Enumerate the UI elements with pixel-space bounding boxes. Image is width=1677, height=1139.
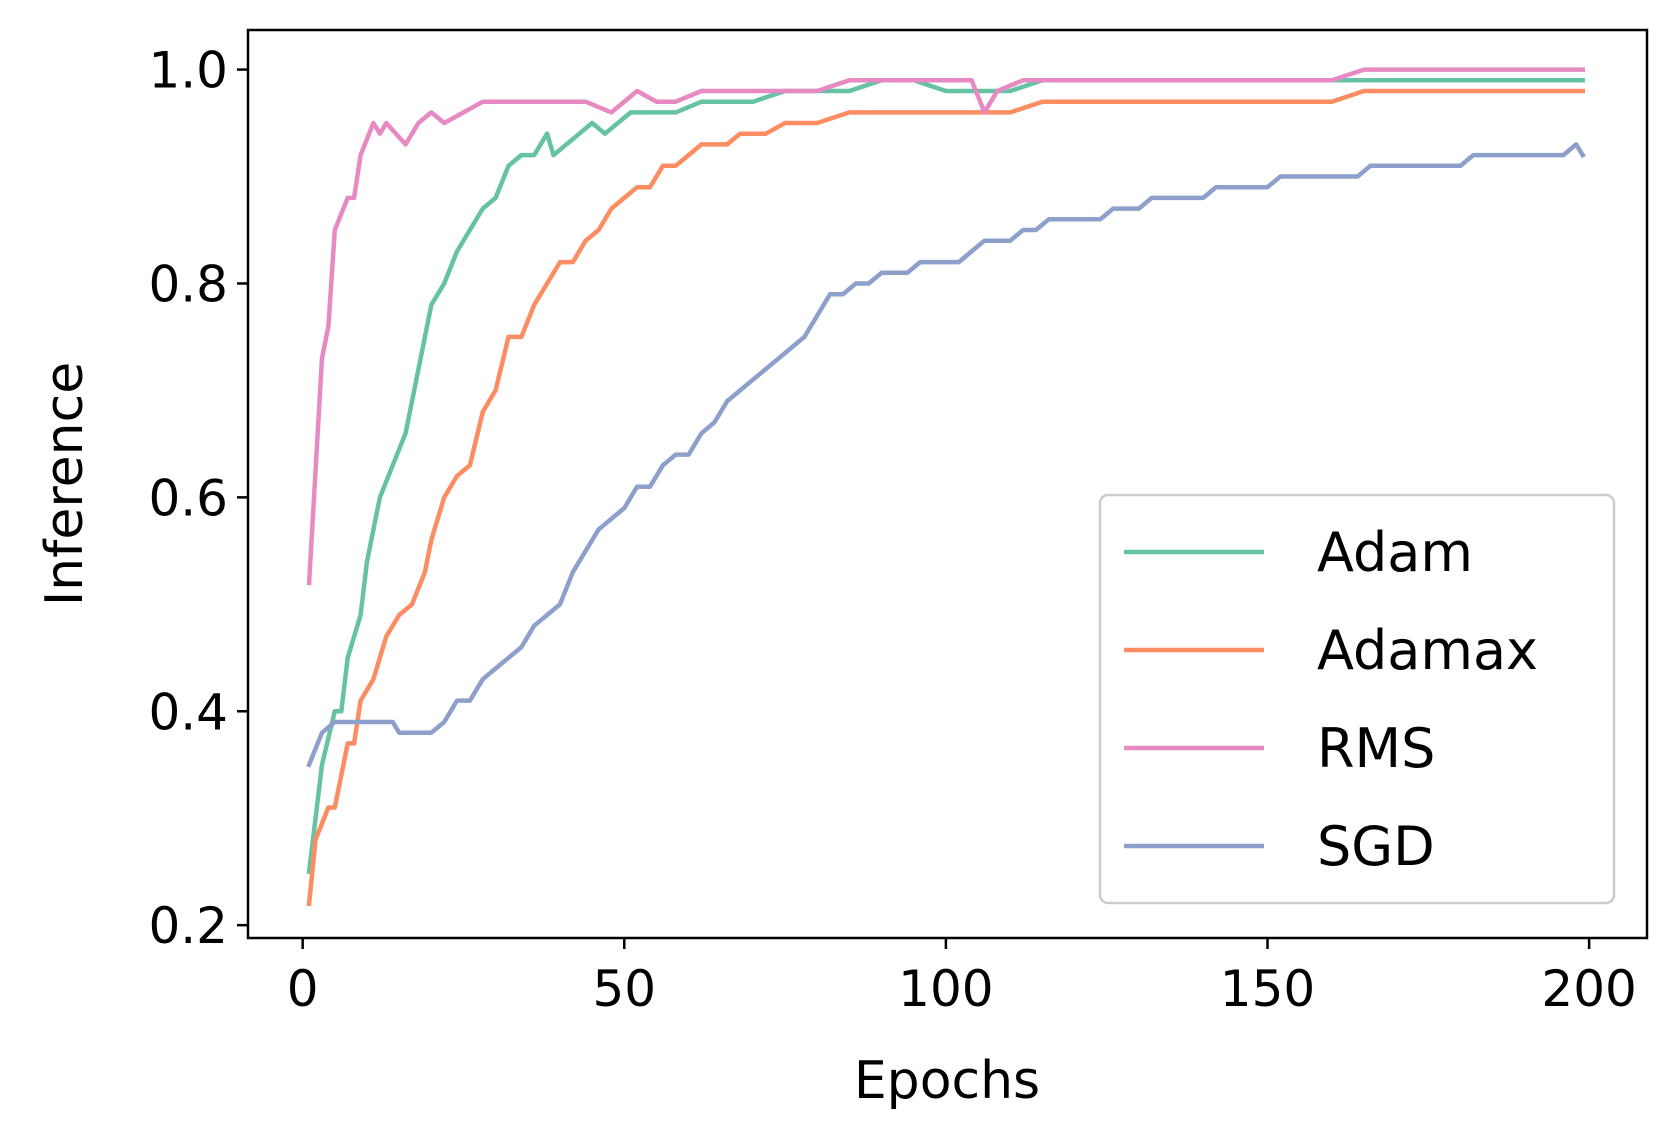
x-tick-label: 0	[287, 960, 319, 1018]
legend-entries: Adam Adamax RMS SGD	[1124, 521, 1538, 878]
y-tick-label: 1.0	[148, 42, 228, 100]
y-tick-label: 0.2	[148, 897, 228, 955]
plot-frame	[246, 28, 1649, 940]
x-tick-label: 200	[1541, 960, 1636, 1018]
legend: Adam Adamax RMS SGD	[1098, 493, 1616, 905]
x-axis-label: Epochs	[854, 1051, 1040, 1111]
y-tick-label: 0.8	[148, 255, 228, 313]
legend-label-rms: RMS	[1317, 717, 1435, 780]
x-tick-label: 150	[1220, 960, 1315, 1018]
x-tick-label: 100	[898, 960, 993, 1018]
legend-label-sgd: SGD	[1317, 815, 1435, 878]
series-line-adamax	[306, 88, 1585, 907]
y-tick-label: 0.6	[148, 469, 228, 527]
legend-box	[1098, 493, 1616, 905]
series-line-rms	[306, 67, 1585, 586]
x-axis-ticks: 0 50 100 150 200	[287, 938, 1637, 1018]
y-tick-label: 0.4	[148, 683, 228, 741]
x-tick-label: 50	[592, 960, 656, 1018]
legend-label-adam: Adam	[1317, 521, 1473, 584]
series-line-sgd	[306, 142, 1586, 768]
y-axis-ticks: 0.2 0.4 0.6 0.8 1.0	[148, 42, 248, 955]
series-layer	[306, 67, 1586, 907]
legend-label-adamax: Adamax	[1317, 619, 1538, 682]
y-axis-label: Inference	[35, 362, 95, 606]
